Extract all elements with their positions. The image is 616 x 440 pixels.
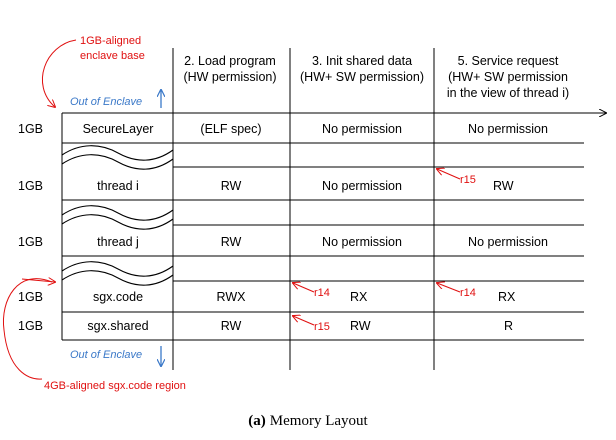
row-name-sgx-code: sgx.code [93,290,143,304]
row-size-securelayer: 1GB [18,122,43,136]
load-thread-j: RW [221,235,242,249]
row-name-sgx-shared: sgx.shared [87,319,148,333]
row-size-thread-i: 1GB [18,179,43,193]
init-sgx-shared: RW [350,319,371,333]
service-reg-arrow-thread-i [437,169,461,180]
row-name-securelayer: SecureLayer [83,122,154,136]
service-reg-sgx-code: r14 [460,287,476,299]
grid-lines [62,142,584,341]
service-thread-j: No permission [468,235,548,249]
row-name-thread-i: thread i [97,179,139,193]
row-size-sgx-shared: 1GB [18,319,43,333]
init-reg-arrow-sgx-shared [293,316,315,326]
row-name-thread-j: thread j [97,235,139,249]
out-of-enclave-bottom: Out of Enclave [70,349,142,361]
base-annotation-arrow [41,39,77,107]
caption-label: (a) [248,413,266,429]
header-load-line1: 2. Load program [184,54,276,68]
figure-caption: (a) Memory Layout [248,413,368,429]
caption-text: Memory Layout [270,413,369,429]
load-thread-i: RW [221,179,242,193]
load-sgx-shared: RW [221,319,242,333]
region-arrow [21,279,55,282]
service-sgx-code: RX [498,290,516,304]
init-reg-arrow-sgx-code [293,283,315,293]
header-service-line2: (HW+ SW permission [448,70,568,84]
region-annotation: 4GB-aligned sgx.code region [44,380,186,392]
service-reg-thread-i: r15 [460,174,476,186]
init-securelayer: No permission [322,122,402,136]
out-of-enclave-top: Out of Enclave [70,96,142,108]
column-lines [61,48,435,370]
load-securelayer: (ELF spec) [200,122,261,136]
init-thread-j: No permission [322,235,402,249]
init-sgx-code: RX [350,290,368,304]
service-securelayer: No permission [468,122,548,136]
row-size-thread-j: 1GB [18,235,43,249]
header-service-line3: in the view of thread i) [447,86,569,100]
init-reg-sgx-code: r14 [314,287,330,299]
init-reg-sgx-shared: r15 [314,321,330,333]
base-annotation-line2: enclave base [80,50,145,62]
break-bands [61,145,174,286]
service-reg-arrow-sgx-code [437,283,461,293]
header-init-line1: 3. Init shared data [312,54,412,68]
service-sgx-shared: R [504,319,513,333]
header-service-line1: 5. Service request [458,54,559,68]
init-thread-i: No permission [322,179,402,193]
row-size-sgx-code: 1GB [18,290,43,304]
service-thread-i: RW [493,179,514,193]
base-annotation-line1: 1GB-aligned [80,35,141,47]
load-sgx-code: RWX [217,290,247,304]
header-init-line2: (HW+ SW permission) [300,70,424,84]
header-load-line2: (HW permission) [183,70,276,84]
